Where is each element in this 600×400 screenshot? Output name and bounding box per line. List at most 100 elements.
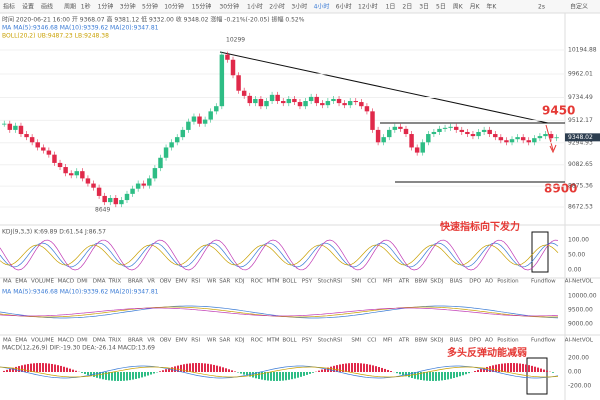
candle xyxy=(225,54,230,60)
period-button[interactable]: 月K xyxy=(470,4,481,11)
period-button[interactable]: 3小时 xyxy=(291,3,307,11)
indicator-tab[interactable]: CCI xyxy=(367,279,377,285)
indicator-tab[interactable]: SKDJ xyxy=(430,338,443,344)
period-button[interactable]: 1分钟 xyxy=(98,3,114,11)
macd-bar xyxy=(9,368,11,372)
indicator-tab[interactable]: DMI xyxy=(77,279,88,285)
toolbar-button[interactable]: 自定义 xyxy=(570,3,588,11)
indicator-tab[interactable]: ROC xyxy=(251,338,263,344)
indicator-tab[interactable]: Fundflow xyxy=(531,338,556,344)
indicator-tab[interactable]: SKDJ xyxy=(430,279,443,285)
indicator-tab[interactable]: PSY xyxy=(302,338,313,344)
indicator-tab[interactable]: EMA xyxy=(15,279,27,285)
indicator-tab[interactable]: MACD xyxy=(58,279,75,285)
period-button[interactable]: 1秒 xyxy=(81,3,91,11)
indicator-tab[interactable]: MTM xyxy=(267,338,280,344)
indicator-tab[interactable]: RSI xyxy=(191,279,200,285)
indicator-tab[interactable]: KDJ xyxy=(235,338,245,344)
period-button[interactable]: 周期 xyxy=(64,3,76,11)
indicator-tab[interactable]: CCI xyxy=(367,338,377,344)
indicator-tab[interactable]: DPO xyxy=(469,338,482,344)
indicator-tab[interactable]: EMA xyxy=(15,338,27,344)
indicator-tab[interactable]: RSI xyxy=(191,338,200,344)
indicator-tab[interactable]: Fundflow xyxy=(531,279,556,285)
indicator-tab[interactable]: SMI xyxy=(351,279,361,285)
indicator-tab[interactable]: PSY xyxy=(302,279,313,285)
indicator-tab[interactable]: VR xyxy=(147,279,155,285)
indicator-tab[interactable]: AI-NetVOL xyxy=(565,279,594,285)
indicator-tab[interactable]: DMI xyxy=(77,338,88,344)
period-button[interactable]: 12小时 xyxy=(358,3,378,11)
indicator-tab[interactable]: SAR xyxy=(219,338,230,344)
toolbar-button[interactable]: 指标 xyxy=(3,3,15,11)
indicator-tab[interactable]: VOLUME xyxy=(31,338,55,344)
indicator-tab[interactable]: SMI xyxy=(351,338,361,344)
indicator-tab[interactable]: ROC xyxy=(251,279,263,285)
period-button[interactable]: 周K xyxy=(453,4,464,11)
period-button[interactable]: 6小时 xyxy=(336,3,352,11)
period-button[interactable]: 2日 xyxy=(402,4,412,11)
indicator-line xyxy=(0,307,559,317)
indicator-tab[interactable]: BRAR xyxy=(128,279,143,285)
candle xyxy=(347,101,353,106)
indicator-tab[interactable]: EMV xyxy=(175,279,187,285)
macd-bar xyxy=(330,366,332,372)
period-button[interactable]: 10分钟 xyxy=(164,3,184,11)
indicator-tab[interactable]: MFI xyxy=(383,338,393,344)
indicator-tab[interactable]: MACD xyxy=(58,338,75,344)
indicator-tab[interactable]: OBV xyxy=(160,338,172,344)
indicator-tab[interactable]: EMV xyxy=(175,338,187,344)
toolbar-button[interactable]: 画线 xyxy=(41,3,53,11)
period-button[interactable]: 1小时 xyxy=(247,3,263,11)
indicator-tab[interactable]: TRIX xyxy=(108,279,122,285)
indicator-tab[interactable]: DMA xyxy=(93,279,106,285)
indicator-tab[interactable]: ATR xyxy=(399,279,410,285)
indicator-tab[interactable]: WR xyxy=(207,338,216,344)
indicator-tab[interactable]: MTM xyxy=(267,279,280,285)
indicator-tab[interactable]: BBW xyxy=(415,338,428,344)
indicator-tab[interactable]: KDJ xyxy=(235,279,245,285)
indicator-tab[interactable]: AO xyxy=(485,279,494,285)
period-button[interactable]: 3日 xyxy=(419,4,429,11)
period-button[interactable]: 15分钟 xyxy=(192,3,212,11)
indicator-tab[interactable]: TRIX xyxy=(108,338,122,344)
indicator-tab[interactable]: DMA xyxy=(93,338,106,344)
indicator-tab[interactable]: Position xyxy=(497,338,519,344)
period-button[interactable]: 2小时 xyxy=(269,3,285,11)
indicator-tab[interactable]: BBW xyxy=(415,279,428,285)
indicator-tab[interactable]: VR xyxy=(147,338,155,344)
indicator-tab[interactable]: AO xyxy=(485,338,494,344)
indicator-tab[interactable]: MA xyxy=(3,338,12,344)
indicator-tab[interactable]: Position xyxy=(497,279,519,285)
period-button[interactable]: 5日 xyxy=(436,4,446,11)
toolbar-button[interactable]: 2s xyxy=(538,4,545,11)
indicator-tab[interactable]: OBV xyxy=(160,279,172,285)
indicator-tab[interactable]: MFI xyxy=(383,279,393,285)
indicator-tab[interactable]: StochRSI xyxy=(318,338,343,344)
indicator-tab[interactable]: DPO xyxy=(469,279,482,285)
candle xyxy=(364,106,370,112)
indicator-tab[interactable]: MA xyxy=(3,279,12,285)
candle xyxy=(325,101,331,106)
indicator-tab[interactable]: BRAR xyxy=(128,338,143,344)
macd-bar xyxy=(270,372,272,381)
indicator-tab[interactable]: ATR xyxy=(399,338,410,344)
toolbar-button[interactable]: 设置 xyxy=(22,3,34,11)
indicator-tab[interactable]: VOLUME xyxy=(31,279,55,285)
indicator-tab[interactable]: StochRSI xyxy=(318,279,343,285)
indicator-tab[interactable]: BIAS xyxy=(450,338,463,344)
indicator-tab[interactable]: SAR xyxy=(219,279,230,285)
period-button[interactable]: 30分钟 xyxy=(219,3,239,11)
period-button[interactable]: 4小时 xyxy=(314,3,330,11)
indicator-tab[interactable]: BOLL xyxy=(282,279,297,285)
indicator-tab[interactable]: AI-NetVOL xyxy=(565,338,594,344)
period-button[interactable]: 1日 xyxy=(386,4,396,11)
macd-bar xyxy=(15,366,17,372)
candle xyxy=(102,195,107,203)
period-button[interactable]: 5分钟 xyxy=(142,3,158,11)
indicator-tab[interactable]: WR xyxy=(207,279,216,285)
indicator-tab[interactable]: BIAS xyxy=(450,279,463,285)
period-button[interactable]: 3分钟 xyxy=(120,3,136,11)
indicator-tab[interactable]: BOLL xyxy=(282,338,297,344)
period-button[interactable]: 年K xyxy=(486,3,497,11)
